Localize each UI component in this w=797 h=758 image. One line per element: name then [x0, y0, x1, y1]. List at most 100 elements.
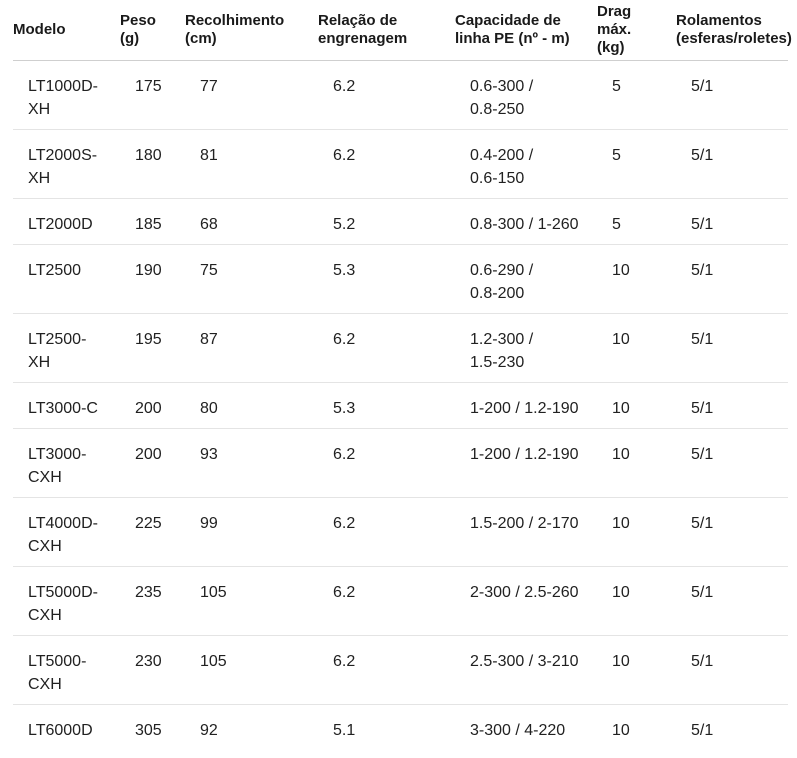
cell-modelo: LT5000D- CXH — [13, 566, 120, 636]
cell-relacao: 5.3 — [318, 382, 455, 429]
column-header-rolamentos: Rolamentos (esferas/roletes) — [676, 0, 792, 61]
cell-rolamentos: 5/1 — [676, 60, 788, 130]
cell-drag: 5 — [597, 129, 676, 199]
cell-relacao: 6.2 — [318, 313, 455, 383]
header-row: Modelo Peso (g) Recolhimento (cm) Relação d… — [13, 0, 792, 61]
table-body: LT1000D- XH 175 77 6.2 0.6-300 / 0.8-250 5 5/1… — [13, 60, 788, 751]
cell-recolhimento: 99 — [185, 497, 318, 567]
cell-peso: 305 — [135, 722, 162, 739]
cell-capacidade: 0.8-300 / 1-260 — [455, 198, 597, 245]
column-header-capacidade: Capacidade de linha PE (nº - m) — [455, 0, 597, 61]
cell-peso: 195 — [120, 313, 185, 383]
cell-drag: 10 — [597, 382, 676, 429]
cell-relacao: 6.2 — [318, 428, 455, 498]
cell-drag: 10 — [597, 313, 676, 383]
cell-recolhimento: 105 — [185, 635, 318, 705]
table-row: LT3000- CXH 200 93 6.2 1-200 / 1.2-190 10 5/1 — [13, 428, 788, 498]
cell-modelo: LT2000D — [13, 198, 120, 245]
cell-peso: 200 — [120, 382, 185, 429]
cell-recolhimento: 77 — [185, 60, 318, 130]
table-row: LT2500 190 75 5.3 0.6-290 / 0.8-200 10 5/1 — [13, 244, 788, 314]
table-row: LT2000S- XH 180 81 6.2 0.4-200 / 0.6-150 5 5/1 — [13, 129, 788, 199]
cell-peso: 175 — [120, 60, 185, 130]
cell-recolhimento: 105 — [185, 566, 318, 636]
cell-capacidade: 2-300 / 2.5-260 — [455, 566, 597, 636]
cell-rolamentos: 5/1 — [691, 722, 714, 739]
cell-drag: 10 — [597, 635, 676, 705]
cell-rolamentos: 5/1 — [676, 244, 788, 314]
column-header-drag: Drag máx. (kg) — [597, 0, 676, 61]
cell-modelo: LT5000- CXH — [13, 635, 120, 705]
cell-rolamentos: 5/1 — [676, 129, 788, 199]
cell-recolhimento: 93 — [185, 428, 318, 498]
cell-capacidade: 1.2-300 / 1.5-230 — [455, 313, 597, 383]
cell-relacao: 6.2 — [318, 497, 455, 567]
cell-capacidade: 0.6-290 / 0.8-200 — [455, 244, 597, 314]
table-row: LT2000D 185 68 5.2 0.8-300 / 1-260 5 5/1 — [13, 198, 788, 245]
cell-peso: 190 — [120, 244, 185, 314]
cell-drag: 10 — [597, 497, 676, 567]
cell-peso: 230 — [120, 635, 185, 705]
cell-relacao: 5.2 — [318, 198, 455, 245]
cell-capacidade: 0.6-300 / 0.8-250 — [455, 60, 597, 130]
cell-rolamentos: 5/1 — [676, 566, 788, 636]
cell-rolamentos: 5/1 — [676, 198, 788, 245]
cell-rolamentos: 5/1 — [676, 428, 788, 498]
column-header-modelo: Modelo — [13, 0, 120, 61]
cell-rolamentos: 5/1 — [676, 635, 788, 705]
cell-rolamentos: 5/1 — [676, 313, 788, 383]
cell-modelo: LT3000- CXH — [13, 428, 120, 498]
cell-capacidade: 1-200 / 1.2-190 — [455, 428, 597, 498]
reel-specs-table: Modelo Peso (g) Recolhimento (cm) Relação d… — [13, 0, 792, 751]
cell-modelo: LT2500 — [13, 244, 120, 314]
column-header-relacao: Relação de engrenagem — [318, 0, 455, 61]
cell-relacao: 6.2 — [318, 635, 455, 705]
cell-peso: 200 — [120, 428, 185, 498]
cell-capacidade: 1-200 / 1.2-190 — [455, 382, 597, 429]
cell-drag: 10 — [612, 722, 630, 739]
cell-drag: 10 — [597, 244, 676, 314]
cell-recolhimento: 87 — [185, 313, 318, 383]
cell-capacidade: 3-300 / 4-220 — [470, 722, 566, 739]
column-header-peso: Peso (g) — [120, 0, 185, 61]
cell-recolhimento: 81 — [185, 129, 318, 199]
cell-recolhimento: 92 — [200, 722, 218, 739]
cell-drag: 10 — [597, 566, 676, 636]
table-row: LT5000D- CXH 235 105 6.2 2-300 / 2.5-260 10 5/… — [13, 566, 788, 636]
cell-rolamentos: 5/1 — [676, 497, 788, 567]
cell-capacidade: 1.5-200 / 2-170 — [455, 497, 597, 567]
cell-modelo: LT2500- XH — [13, 313, 120, 383]
cell-capacidade: 0.4-200 / 0.6-150 — [455, 129, 597, 199]
cell-relacao: 5.3 — [318, 244, 455, 314]
cell-modelo: LT4000D- CXH — [13, 497, 120, 567]
cell-relacao: 5.1 — [333, 722, 356, 739]
table-row: LT2500- XH 195 87 6.2 1.2-300 / 1.5-230 10 5/1 — [13, 313, 788, 383]
cell-drag: 10 — [597, 428, 676, 498]
cell-drag: 5 — [597, 60, 676, 130]
cell-recolhimento: 68 — [185, 198, 318, 245]
cell-peso: 235 — [120, 566, 185, 636]
cell-modelo: LT2000S- XH — [13, 129, 120, 199]
table-row: LT4000D- CXH 225 99 6.2 1.5-200 / 2-170 10 5/1 — [13, 497, 788, 567]
cell-peso: 185 — [120, 198, 185, 245]
table-header: Modelo Peso (g) Recolhimento (cm) Relação d… — [13, 0, 792, 61]
cell-relacao: 6.2 — [318, 129, 455, 199]
table-row: LT6000D 305 92 5.1 3-300 / 4-220 10 5/1 — [13, 705, 788, 751]
cell-relacao: 6.2 — [318, 566, 455, 636]
cell-peso: 180 — [120, 129, 185, 199]
cell-capacidade: 2.5-300 / 3-210 — [455, 635, 597, 705]
cell-recolhimento: 80 — [185, 382, 318, 429]
cell-relacao: 6.2 — [318, 60, 455, 130]
cell-recolhimento: 75 — [185, 244, 318, 314]
cell-modelo: LT1000D- XH — [13, 60, 120, 130]
cell-peso: 225 — [120, 497, 185, 567]
table-row: LT1000D- XH 175 77 6.2 0.6-300 / 0.8-250 5 5/1 — [13, 60, 788, 130]
cell-rolamentos: 5/1 — [676, 382, 788, 429]
cell-drag: 5 — [597, 198, 676, 245]
column-header-recolhimento: Recolhimento (cm) — [185, 0, 318, 61]
cell-modelo: LT6000D — [28, 722, 93, 739]
table-row: LT3000-C 200 80 5.3 1-200 / 1.2-190 10 5/1 — [13, 382, 788, 429]
table-row: LT5000- CXH 230 105 6.2 2.5-300 / 3-210 10 5/1 — [13, 635, 788, 705]
cell-modelo: LT3000-C — [13, 382, 120, 429]
